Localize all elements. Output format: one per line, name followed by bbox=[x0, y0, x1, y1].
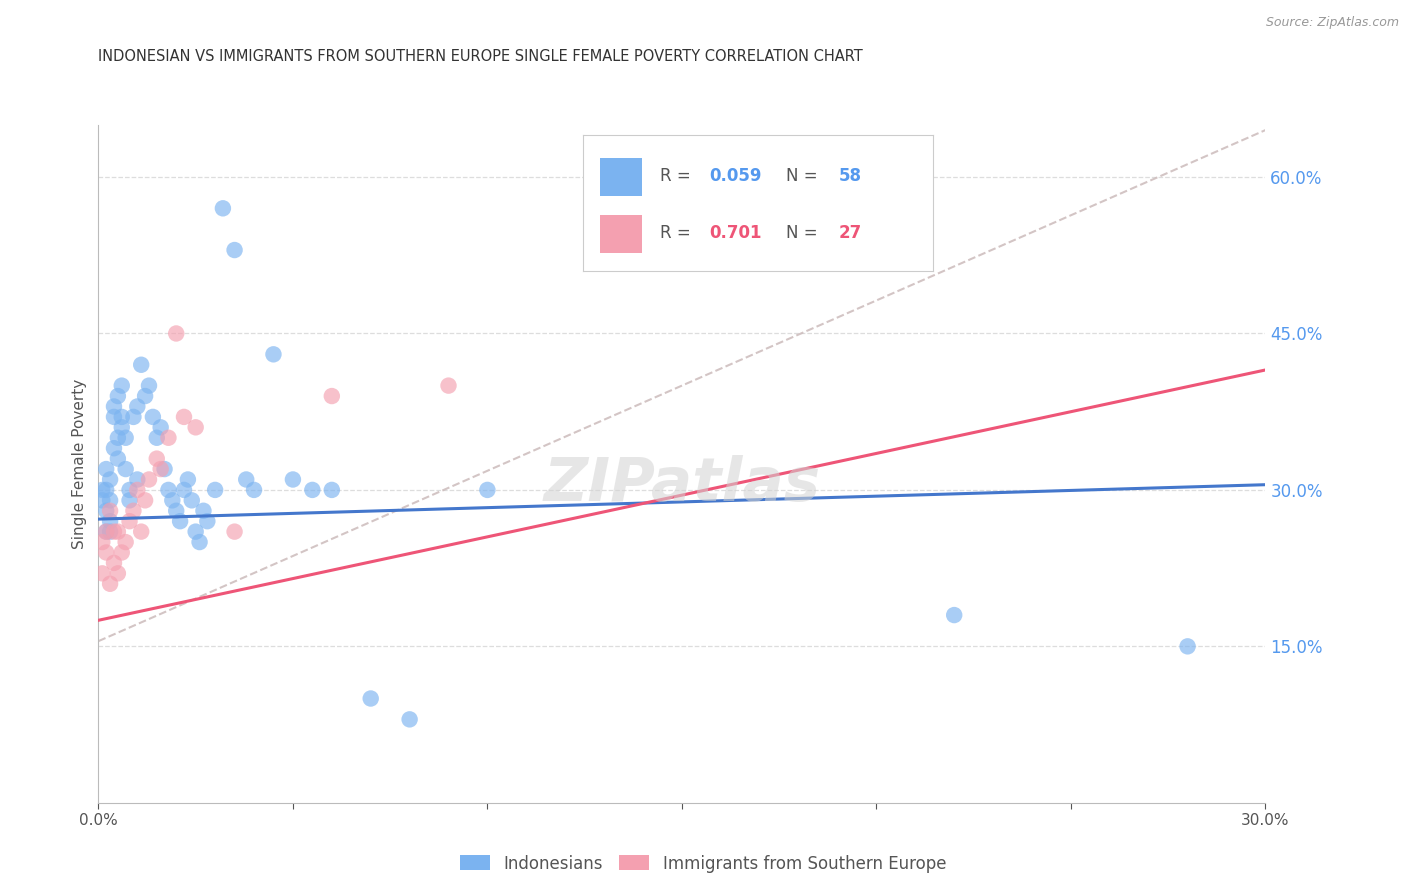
Point bbox=[943, 608, 966, 623]
Point bbox=[98, 504, 121, 518]
Text: Source: ZipAtlas.com: Source: ZipAtlas.com bbox=[1265, 16, 1399, 29]
Point bbox=[235, 473, 257, 487]
Point bbox=[107, 431, 129, 445]
Point bbox=[146, 451, 169, 466]
Point bbox=[107, 389, 129, 403]
Point bbox=[107, 524, 129, 539]
Point bbox=[165, 504, 187, 518]
Point bbox=[360, 691, 382, 706]
Point bbox=[437, 378, 460, 392]
Text: INDONESIAN VS IMMIGRANTS FROM SOUTHERN EUROPE SINGLE FEMALE POVERTY CORRELATION : INDONESIAN VS IMMIGRANTS FROM SOUTHERN E… bbox=[98, 49, 863, 64]
Point bbox=[127, 473, 149, 487]
Point bbox=[162, 493, 184, 508]
Point bbox=[153, 462, 176, 476]
Point bbox=[96, 462, 118, 476]
Point bbox=[262, 347, 284, 361]
Point bbox=[98, 493, 121, 508]
Point bbox=[98, 473, 121, 487]
Point bbox=[224, 524, 246, 539]
Point bbox=[146, 431, 169, 445]
Point bbox=[103, 400, 125, 414]
Point bbox=[98, 514, 121, 528]
Point bbox=[173, 483, 195, 497]
Point bbox=[224, 243, 246, 257]
Point bbox=[321, 483, 343, 497]
Legend: Indonesians, Immigrants from Southern Europe: Indonesians, Immigrants from Southern Eu… bbox=[453, 848, 953, 880]
Point bbox=[165, 326, 187, 341]
Point bbox=[103, 524, 125, 539]
Point bbox=[149, 420, 172, 434]
Point bbox=[301, 483, 323, 497]
Point bbox=[157, 431, 180, 445]
Point bbox=[127, 400, 149, 414]
Point bbox=[91, 493, 114, 508]
Point bbox=[103, 556, 125, 570]
Point bbox=[107, 566, 129, 581]
Point bbox=[173, 409, 195, 424]
Point bbox=[91, 483, 114, 497]
Point bbox=[96, 524, 118, 539]
Y-axis label: Single Female Poverty: Single Female Poverty bbox=[72, 379, 87, 549]
Point bbox=[122, 409, 145, 424]
Point bbox=[321, 389, 343, 403]
Point bbox=[122, 504, 145, 518]
Point bbox=[281, 473, 304, 487]
Point bbox=[103, 409, 125, 424]
Point bbox=[129, 524, 152, 539]
Point bbox=[114, 431, 136, 445]
Point bbox=[134, 389, 156, 403]
Point bbox=[193, 504, 215, 518]
Point bbox=[169, 514, 191, 528]
Point bbox=[98, 524, 121, 539]
Point bbox=[134, 493, 156, 508]
Point bbox=[180, 493, 202, 508]
Point bbox=[103, 441, 125, 455]
Point bbox=[96, 524, 118, 539]
Point bbox=[114, 535, 136, 549]
Point bbox=[96, 483, 118, 497]
Text: ZIPatlas: ZIPatlas bbox=[543, 455, 821, 514]
Point bbox=[243, 483, 266, 497]
Point bbox=[111, 378, 134, 392]
Point bbox=[398, 712, 420, 726]
Point bbox=[118, 514, 141, 528]
Point bbox=[111, 409, 134, 424]
Point bbox=[107, 451, 129, 466]
Point bbox=[184, 420, 207, 434]
Point bbox=[118, 493, 141, 508]
Point bbox=[98, 576, 121, 591]
Point bbox=[96, 545, 118, 559]
Point bbox=[195, 514, 218, 528]
Point bbox=[91, 566, 114, 581]
Point bbox=[212, 202, 235, 216]
Point bbox=[1177, 640, 1199, 654]
Point bbox=[177, 473, 200, 487]
Point bbox=[142, 409, 165, 424]
Point bbox=[138, 378, 160, 392]
Point bbox=[91, 535, 114, 549]
Point bbox=[149, 462, 172, 476]
Point bbox=[204, 483, 226, 497]
Point bbox=[477, 483, 499, 497]
Point bbox=[118, 483, 141, 497]
Point bbox=[129, 358, 152, 372]
Point bbox=[157, 483, 180, 497]
Point bbox=[184, 524, 207, 539]
Point bbox=[111, 545, 134, 559]
Point bbox=[127, 483, 149, 497]
Point bbox=[96, 504, 118, 518]
Point bbox=[138, 473, 160, 487]
Point bbox=[188, 535, 211, 549]
Point bbox=[111, 420, 134, 434]
Point bbox=[114, 462, 136, 476]
